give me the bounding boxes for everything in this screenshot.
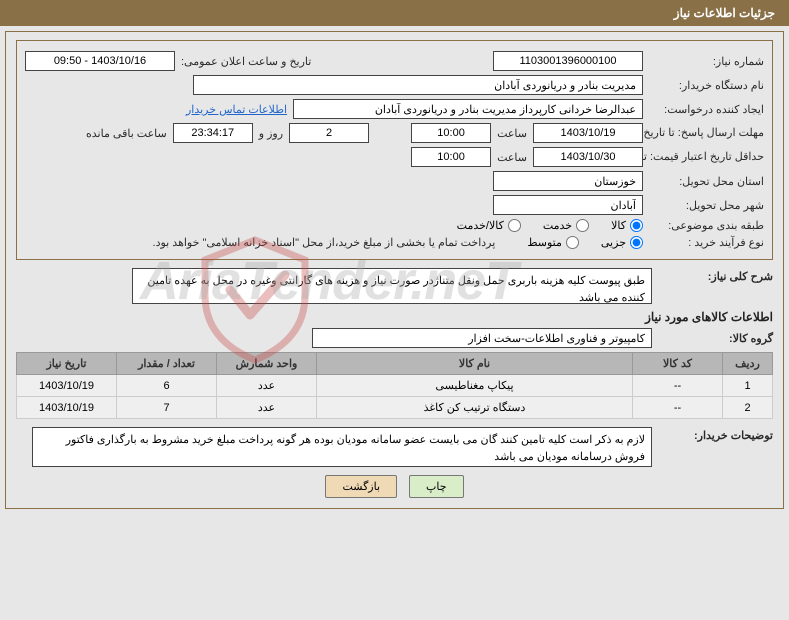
overview-textarea[interactable]: طبق پیوست کلیه هزینه باربری حمل ونقل متن… bbox=[132, 268, 652, 304]
deadline-time-field[interactable] bbox=[411, 123, 491, 143]
buyer-org-field[interactable] bbox=[193, 75, 643, 95]
row-need-number: شماره نیاز: تاریخ و ساعت اعلان عمومی: bbox=[25, 51, 764, 71]
city-label: شهر محل تحویل: bbox=[649, 199, 764, 212]
validity-time-field[interactable] bbox=[411, 147, 491, 167]
days-left-field[interactable] bbox=[289, 123, 369, 143]
th-qty: تعداد / مقدار bbox=[117, 353, 217, 375]
table-cell: عدد bbox=[217, 397, 317, 419]
items-table: ردیف کد کالا نام کالا واحد شمارش تعداد /… bbox=[16, 352, 773, 419]
table-cell: 6 bbox=[117, 375, 217, 397]
row-city: شهر محل تحویل: bbox=[25, 195, 764, 215]
requester-field[interactable] bbox=[293, 99, 643, 119]
table-cell: 1403/10/19 bbox=[17, 397, 117, 419]
group-field[interactable] bbox=[312, 328, 652, 348]
th-date: تاریخ نیاز bbox=[17, 353, 117, 375]
th-row: ردیف bbox=[723, 353, 773, 375]
table-header-row: ردیف کد کالا نام کالا واحد شمارش تعداد /… bbox=[17, 353, 773, 375]
validity-date-field[interactable] bbox=[533, 147, 643, 167]
category-opt-service[interactable]: خدمت bbox=[543, 219, 589, 232]
contact-link[interactable]: اطلاعات تماس خریدار bbox=[186, 103, 287, 116]
province-field[interactable] bbox=[493, 171, 643, 191]
need-number-field[interactable] bbox=[493, 51, 643, 71]
table-cell: -- bbox=[633, 397, 723, 419]
category-label: طبقه بندی موضوعی: bbox=[649, 219, 764, 232]
print-button[interactable]: چاپ bbox=[409, 475, 464, 498]
table-cell: 7 bbox=[117, 397, 217, 419]
purchase-opt-minor[interactable]: جزیی bbox=[601, 236, 643, 249]
row-purchase-type: نوع فرآیند خرید : جزیی متوسط پرداخت تمام… bbox=[25, 236, 764, 249]
category-opt-goods[interactable]: کالا bbox=[611, 219, 643, 232]
hours-left-field[interactable] bbox=[173, 123, 253, 143]
th-name: نام کالا bbox=[317, 353, 633, 375]
table-cell: عدد bbox=[217, 375, 317, 397]
table-row: 2--دستگاه ترتیب کن کاغذعدد71403/10/19 bbox=[17, 397, 773, 419]
th-code: کد کالا bbox=[633, 353, 723, 375]
back-button[interactable]: بازگشت bbox=[325, 475, 397, 498]
buyer-org-label: نام دستگاه خریدار: bbox=[649, 79, 764, 92]
time-label-1: ساعت bbox=[497, 127, 527, 140]
purchase-radios: جزیی متوسط bbox=[527, 236, 643, 249]
button-bar: چاپ بازگشت bbox=[16, 475, 773, 498]
page-header: جزئیات اطلاعات نیاز bbox=[0, 0, 789, 26]
table-cell: 2 bbox=[723, 397, 773, 419]
purchase-type-label: نوع فرآیند خرید : bbox=[649, 236, 764, 249]
category-opt-both[interactable]: کالا/خدمت bbox=[457, 219, 521, 232]
row-requester: ایجاد کننده درخواست: اطلاعات تماس خریدار bbox=[25, 99, 764, 119]
city-field[interactable] bbox=[493, 195, 643, 215]
buyer-note-textarea[interactable]: لازم به ذکر است کلیه تامین کنند گان می ب… bbox=[32, 427, 652, 467]
table-cell: 1 bbox=[723, 375, 773, 397]
payment-note: پرداخت تمام یا بخشی از مبلغ خرید،از محل … bbox=[153, 236, 496, 249]
province-label: استان محل تحویل: bbox=[649, 175, 764, 188]
announce-label: تاریخ و ساعت اعلان عمومی: bbox=[181, 55, 311, 68]
time-label-2: ساعت bbox=[497, 151, 527, 164]
validity-label: حداقل تاریخ اعتبار قیمت: تا تاریخ: bbox=[649, 150, 764, 164]
table-cell: پیکاپ مغناطیسی bbox=[317, 375, 633, 397]
requester-label: ایجاد کننده درخواست: bbox=[649, 103, 764, 116]
main-panel: شماره نیاز: تاریخ و ساعت اعلان عمومی: نا… bbox=[5, 31, 784, 509]
need-number-label: شماره نیاز: bbox=[649, 55, 764, 68]
purchase-opt-medium[interactable]: متوسط bbox=[527, 236, 579, 249]
row-deadline: مهلت ارسال پاسخ: تا تاریخ: ساعت روز و سا… bbox=[25, 123, 764, 143]
row-group: گروه کالا: bbox=[16, 328, 773, 348]
row-buyer-note: توضیحات خریدار: لازم به ذکر است کلیه تام… bbox=[16, 427, 773, 467]
row-category: طبقه بندی موضوعی: کالا خدمت کالا/خدمت bbox=[25, 219, 764, 232]
items-section-title: اطلاعات کالاهای مورد نیاز bbox=[16, 310, 773, 324]
announce-field[interactable] bbox=[25, 51, 175, 71]
table-cell: دستگاه ترتیب کن کاغذ bbox=[317, 397, 633, 419]
category-radios: کالا خدمت کالا/خدمت bbox=[457, 219, 643, 232]
deadline-label: مهلت ارسال پاسخ: تا تاریخ: bbox=[649, 126, 764, 140]
row-overview: شرح کلی نیاز: طبق پیوست کلیه هزینه باربر… bbox=[16, 268, 773, 304]
table-cell: 1403/10/19 bbox=[17, 375, 117, 397]
details-box: شماره نیاز: تاریخ و ساعت اعلان عمومی: نا… bbox=[16, 40, 773, 260]
row-province: استان محل تحویل: bbox=[25, 171, 764, 191]
days-word: روز و bbox=[259, 127, 283, 140]
row-validity: حداقل تاریخ اعتبار قیمت: تا تاریخ: ساعت bbox=[25, 147, 764, 167]
group-label: گروه کالا: bbox=[658, 332, 773, 345]
deadline-date-field[interactable] bbox=[533, 123, 643, 143]
page-title: جزئیات اطلاعات نیاز bbox=[674, 6, 775, 20]
row-buyer-org: نام دستگاه خریدار: bbox=[25, 75, 764, 95]
table-cell: -- bbox=[633, 375, 723, 397]
table-row: 1--پیکاپ مغناطیسیعدد61403/10/19 bbox=[17, 375, 773, 397]
buyer-note-label: توضیحات خریدار: bbox=[658, 427, 773, 442]
overview-label: شرح کلی نیاز: bbox=[658, 268, 773, 283]
th-unit: واحد شمارش bbox=[217, 353, 317, 375]
hours-word: ساعت باقی مانده bbox=[86, 127, 167, 140]
